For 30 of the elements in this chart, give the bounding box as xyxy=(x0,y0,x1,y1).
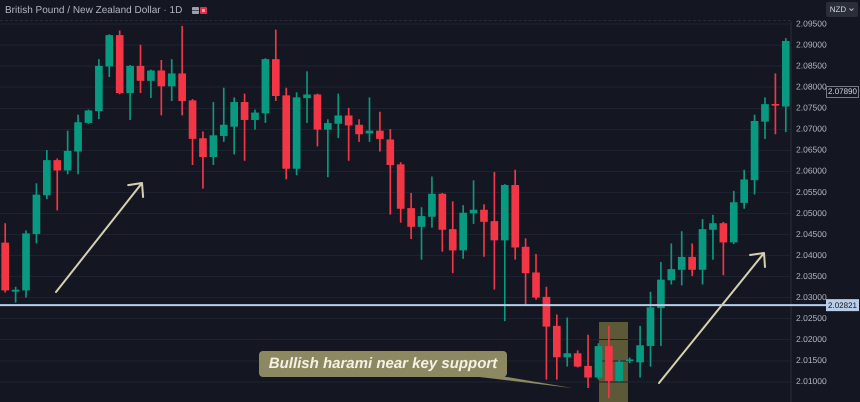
candlestick xyxy=(418,207,426,260)
candlestick xyxy=(480,204,488,257)
candlestick xyxy=(366,97,374,142)
y-tick-label: 2.01500 xyxy=(796,355,827,366)
y-tick-label: 2.01000 xyxy=(796,376,827,386)
ref-line-label: 2.02821 xyxy=(828,300,858,310)
y-tick-label: 2.06500 xyxy=(796,144,827,155)
y-tick-label: 2.06000 xyxy=(796,166,827,176)
y-tick-label: 2.04500 xyxy=(796,228,827,239)
y-tick-label: 2.09500 xyxy=(796,18,827,28)
y-axis-title: NZD xyxy=(830,4,846,14)
y-tick-label: 2.02000 xyxy=(796,334,827,344)
y-tick-label: 2.07000 xyxy=(796,124,827,134)
y-tick-label: 2.07500 xyxy=(796,102,827,113)
candlestick xyxy=(470,180,478,224)
y-tick-label: 2.04000 xyxy=(796,250,827,260)
y-tick-label: 2.05000 xyxy=(796,208,827,218)
candlestick xyxy=(709,214,717,260)
y-tick-label: 2.08500 xyxy=(796,60,827,71)
y-tick-label: 2.02500 xyxy=(796,313,827,324)
chart-title: British Pound / New Zealand Dollar · 1D xyxy=(5,4,182,16)
y-tick-label: 2.09000 xyxy=(796,39,827,50)
candlestick xyxy=(303,71,311,123)
text: 2.07890 xyxy=(826,86,859,98)
y-tick-label: 2.05500 xyxy=(796,186,827,197)
y-tick-label: 2.03000 xyxy=(796,292,827,302)
y-tick-label: 2.08000 xyxy=(796,82,827,92)
annotation: Bullish harami near key support xyxy=(259,351,507,377)
candlestick xyxy=(584,334,592,388)
y-tick-label: 2.03500 xyxy=(796,270,827,281)
